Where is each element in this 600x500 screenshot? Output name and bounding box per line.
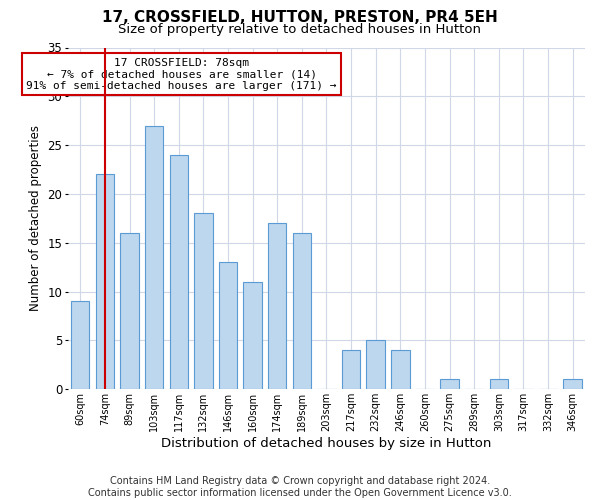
Bar: [71, 302, 89, 389]
X-axis label: Distribution of detached houses by size in Hutton: Distribution of detached houses by size …: [161, 437, 491, 450]
Y-axis label: Number of detached properties: Number of detached properties: [29, 126, 42, 312]
Bar: [145, 126, 163, 389]
Text: Size of property relative to detached houses in Hutton: Size of property relative to detached ho…: [119, 22, 482, 36]
Bar: [194, 214, 212, 389]
Bar: [440, 380, 459, 389]
Bar: [293, 233, 311, 389]
Bar: [563, 380, 582, 389]
Bar: [391, 350, 410, 389]
Text: 17, CROSSFIELD, HUTTON, PRESTON, PR4 5EH: 17, CROSSFIELD, HUTTON, PRESTON, PR4 5EH: [102, 10, 498, 25]
Bar: [342, 350, 361, 389]
Bar: [367, 340, 385, 389]
Bar: [244, 282, 262, 389]
Bar: [490, 380, 508, 389]
Text: Contains HM Land Registry data © Crown copyright and database right 2024.
Contai: Contains HM Land Registry data © Crown c…: [88, 476, 512, 498]
Bar: [268, 223, 286, 389]
Bar: [170, 155, 188, 389]
Text: 17 CROSSFIELD: 78sqm
← 7% of detached houses are smaller (14)
91% of semi-detach: 17 CROSSFIELD: 78sqm ← 7% of detached ho…: [26, 58, 337, 91]
Bar: [120, 233, 139, 389]
Bar: [219, 262, 237, 389]
Bar: [95, 174, 114, 389]
